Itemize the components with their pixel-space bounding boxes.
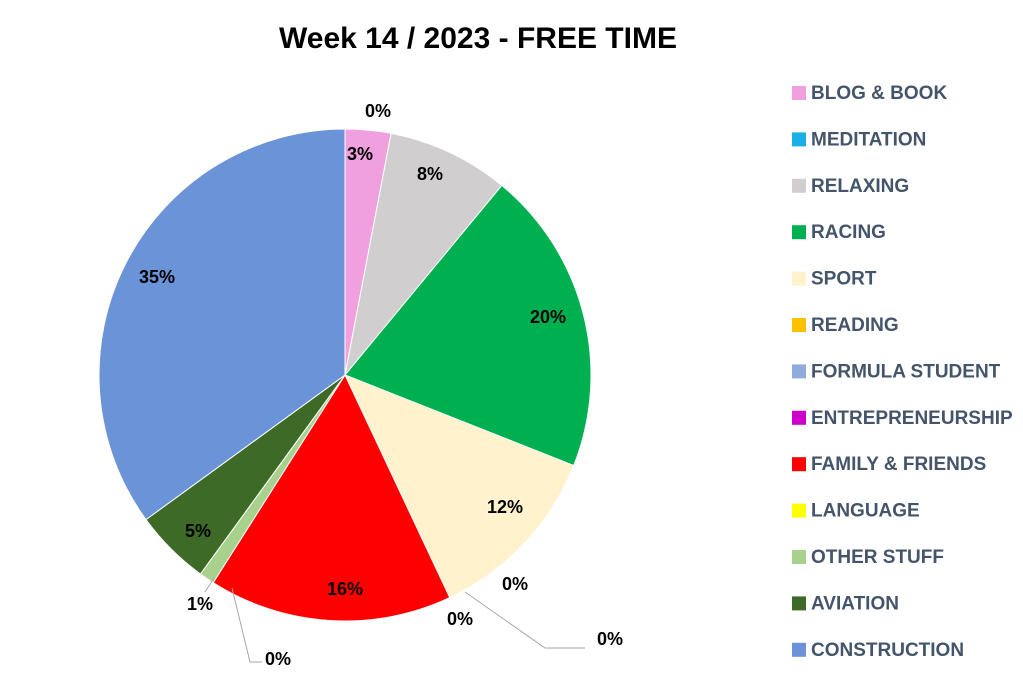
data-label: 8% — [417, 164, 443, 184]
legend-swatch — [792, 596, 806, 611]
legend-label: MEDITATION — [811, 129, 926, 150]
data-label: 0% — [265, 649, 291, 669]
data-label: 35% — [139, 267, 175, 287]
data-label: 1% — [187, 594, 213, 614]
pie-slice — [344, 374, 575, 599]
legend-swatch — [792, 132, 806, 147]
legend-swatch — [792, 642, 806, 657]
legend-label: BLOG & BOOK — [811, 83, 947, 104]
legend-label: READING — [811, 315, 899, 336]
data-label: 5% — [185, 521, 211, 541]
legend-swatch — [792, 364, 806, 379]
legend-swatch — [792, 225, 806, 240]
data-labels: 3% 0% 8% 20% 12% 0% 0% 0% 16% 0% 1% 5% 35% — [139, 101, 623, 669]
legend-swatch — [792, 271, 806, 286]
legend-label: SPORT — [811, 269, 877, 290]
pie-slice — [344, 132, 503, 376]
data-label: 0% — [597, 629, 623, 649]
legend-label: OTHER STUFF — [811, 547, 944, 568]
data-label: 0% — [365, 101, 391, 121]
legend-label: ENTREPRENEURSHIP — [811, 408, 1013, 429]
leader-line — [204, 577, 215, 593]
data-label: 0% — [502, 574, 528, 594]
chart-title: Week 14 / 2023 - FREE TIME — [279, 22, 677, 55]
data-label: 3% — [347, 144, 373, 164]
data-label: 16% — [327, 579, 363, 599]
legend-label: CONSTRUCTION — [811, 640, 964, 661]
pie-slice — [344, 184, 592, 467]
pie-slice — [98, 128, 346, 521]
legend-swatch — [792, 318, 806, 332]
legend-swatch — [792, 503, 806, 518]
legend-swatch — [792, 86, 806, 100]
data-label: 20% — [530, 307, 566, 327]
data-label: 0% — [447, 609, 473, 629]
legend: BLOG & BOOK MEDITATION RELAXING RACING SPORT… — [792, 83, 1013, 661]
leader-line — [464, 591, 585, 649]
data-label: 12% — [487, 497, 523, 517]
legend-label: RELAXING — [811, 176, 909, 197]
legend-swatch — [792, 410, 806, 425]
legend-label: AVIATION — [811, 593, 899, 614]
legend-swatch — [792, 457, 806, 472]
legend-swatch — [792, 550, 806, 564]
legend-swatch — [792, 178, 806, 193]
legend-label: FAMILY & FRIENDS — [811, 454, 986, 475]
legend-label: LANGUAGE — [811, 501, 920, 522]
legend-label: FORMULA STUDENT — [811, 361, 1001, 382]
leader-line — [231, 587, 262, 663]
legend-label: RACING — [811, 222, 886, 243]
pie — [98, 128, 592, 622]
